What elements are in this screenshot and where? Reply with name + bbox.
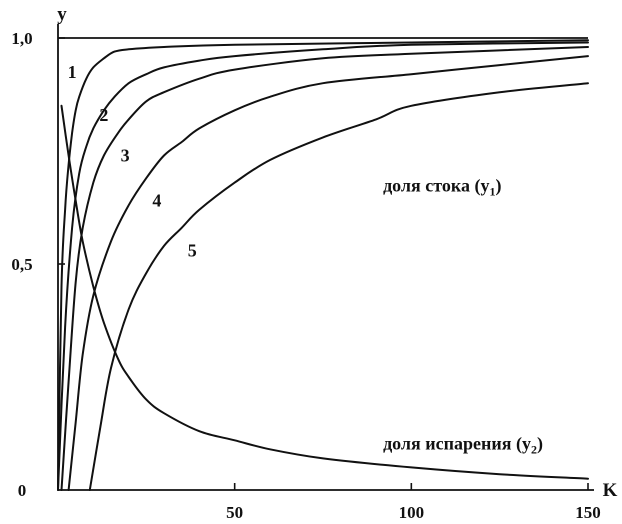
curve-2: [57, 41, 589, 491]
runoff-share-label: доля стока (y1): [383, 176, 501, 199]
curve-label-5: 5: [188, 240, 197, 260]
curve-1: [57, 39, 589, 491]
y-tick-label: 0,5: [11, 255, 32, 274]
curve-label-3: 3: [121, 146, 130, 166]
evaporation-share-subscript: 2: [531, 442, 537, 456]
curve-4: [67, 55, 589, 491]
curve-label-4: 4: [152, 191, 161, 211]
curve-5: [88, 82, 589, 491]
x-tick-label: 50: [226, 503, 243, 522]
evaporation-share-label: доля испарения (y2): [383, 433, 543, 456]
runoff-share-close: ): [495, 176, 501, 197]
evaporation-share-text: доля испарения (y: [383, 433, 531, 454]
curve-label-2: 2: [99, 105, 108, 125]
curve-3: [60, 46, 589, 491]
y-tick-label: 1,0: [11, 29, 32, 48]
runoff-share-text: доля стока (y: [383, 176, 489, 197]
labels-group: 1 2 3 4 5: [68, 62, 197, 261]
evaporation-curve: [60, 104, 589, 480]
curve-label-1: 1: [68, 62, 77, 82]
y-tick-label: 0: [18, 481, 27, 500]
runoff-share-subscript: 1: [489, 185, 495, 199]
axis-ticks: 50 100 150 0 0,5 1,0: [11, 29, 600, 522]
x-axis-title: K: [603, 480, 618, 501]
x-tick-label: 150: [575, 503, 601, 522]
evaporation-share-close: ): [537, 433, 543, 454]
y-axis-title: y: [57, 4, 67, 25]
x-tick-label: 100: [399, 503, 425, 522]
curves-group: [57, 39, 589, 491]
